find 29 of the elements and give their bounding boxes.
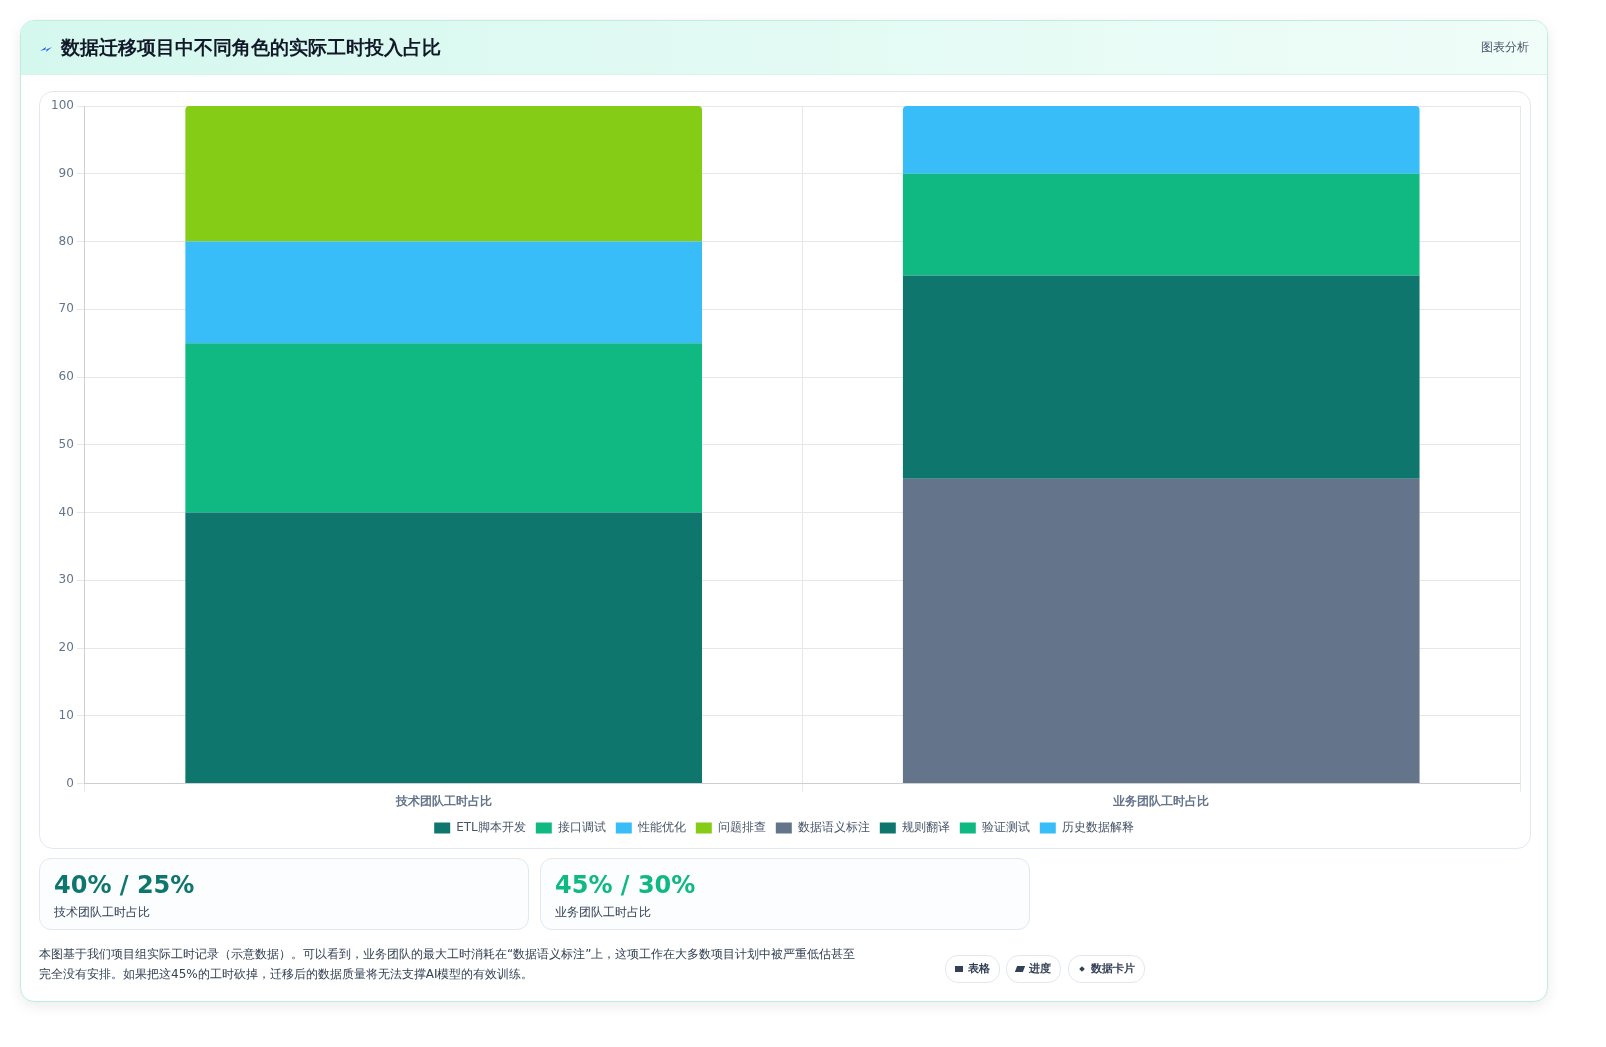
y-tick-label: 30	[58, 572, 74, 587]
y-tick-label: 40	[58, 504, 74, 519]
y-tick-label: 50	[58, 436, 74, 451]
legend-label: 历史数据解释	[1061, 820, 1134, 835]
legend-label: 规则翻译	[901, 820, 950, 835]
text: 表格	[968, 962, 990, 975]
y-tick-label: 70	[58, 301, 74, 316]
text: 本图基于我们项目组实际工时记录（示意数据）。可以看到，业务团队的最大工时消耗在“数据语义标注”上，这项工作在大多数项目计划中被严重低估甚至完全没有安排。如果把这45%的工时砍掉，迁移后的数据质量将无法支撑AI模型的有效训练。	[39, 946, 857, 983]
y-tick-label: 10	[58, 707, 74, 722]
y-tick-label: 90	[58, 165, 74, 180]
legend-label: 问题排查	[717, 820, 766, 835]
legend-label: 性能优化	[636, 820, 686, 835]
text: 业务团队工时占比	[555, 904, 651, 921]
text: 图表分析	[1481, 39, 1529, 56]
y-tick-label: 60	[58, 369, 74, 384]
y-tick-label: 80	[58, 233, 74, 248]
y-tick-label: 20	[58, 640, 74, 655]
y-tick-label: 100	[51, 98, 74, 113]
text: 45% / 30%	[555, 871, 696, 899]
legend-label: 接口调试	[557, 820, 606, 835]
text: 40% / 25%	[54, 871, 195, 899]
chart-title: 数据迁移项目中不同角色的实际工时投入占比	[61, 35, 441, 60]
text: 进度	[1029, 962, 1051, 975]
text: 数据卡片	[1091, 962, 1135, 975]
legend-label: 数据语义标注	[797, 820, 870, 835]
text: 技术团队工时占比	[54, 904, 150, 921]
legend-label: ETL脚本开发	[456, 820, 526, 835]
y-tick-label: 0	[66, 775, 74, 790]
legend-label: 验证测试	[981, 820, 1030, 835]
